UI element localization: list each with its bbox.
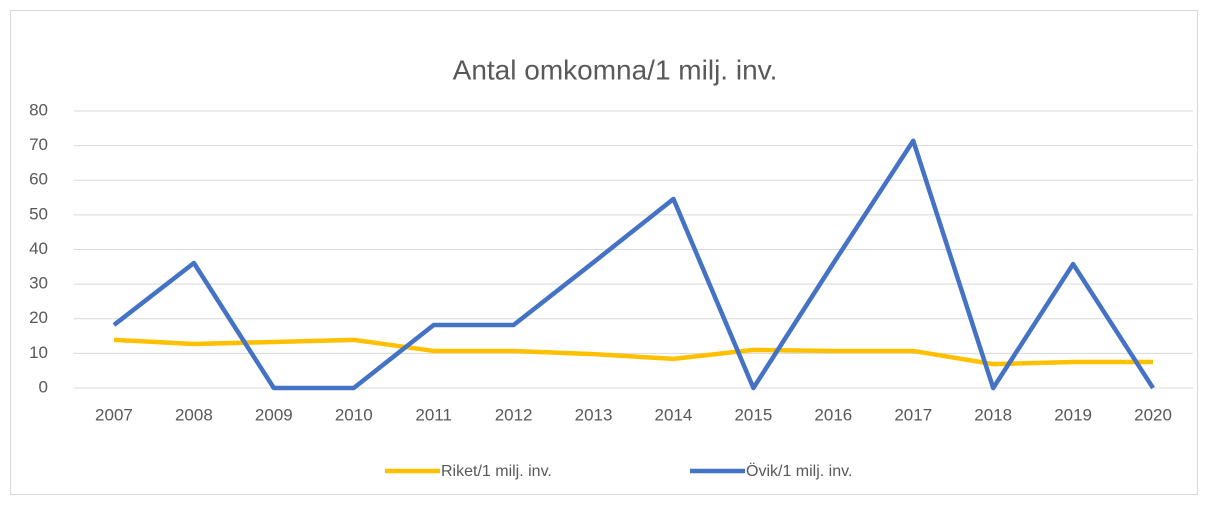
y-tick-label: 30 <box>29 274 48 293</box>
chart-title: Antal omkomna/1 milj. inv. <box>453 54 778 85</box>
x-tick-label: 2012 <box>495 405 533 424</box>
x-tick-label: 2020 <box>1134 405 1172 424</box>
legend-label: Övik/1 milj. inv. <box>746 462 852 480</box>
x-tick-label: 2013 <box>575 405 613 424</box>
x-tick-label: 2017 <box>894 405 932 424</box>
x-tick-label: 2019 <box>1054 405 1092 424</box>
y-tick-label: 50 <box>29 204 48 223</box>
x-tick-label: 2015 <box>734 405 772 424</box>
y-tick-label: 70 <box>29 135 48 154</box>
x-tick-label: 2011 <box>415 405 452 424</box>
x-tick-label: 2007 <box>95 405 133 424</box>
y-tick-label: 0 <box>39 377 48 396</box>
line <box>113 337 1154 367</box>
y-tick-label: 80 <box>29 100 48 119</box>
x-tick-label: 2008 <box>175 405 213 424</box>
x-tick-label: 2016 <box>814 405 852 424</box>
y-tick-label: 60 <box>29 170 48 189</box>
y-tick-label: 10 <box>29 343 48 362</box>
x-tick-label: 2010 <box>335 405 373 424</box>
y-tick-label: 20 <box>29 308 48 327</box>
line <box>112 138 1155 391</box>
x-tick-label: 2009 <box>255 405 293 424</box>
x-tick-label: 2014 <box>655 405 693 424</box>
y-tick-label: 40 <box>29 239 48 258</box>
legend-label: Riket/1 milj. inv. <box>441 463 552 480</box>
x-tick-label: 2018 <box>974 405 1012 424</box>
